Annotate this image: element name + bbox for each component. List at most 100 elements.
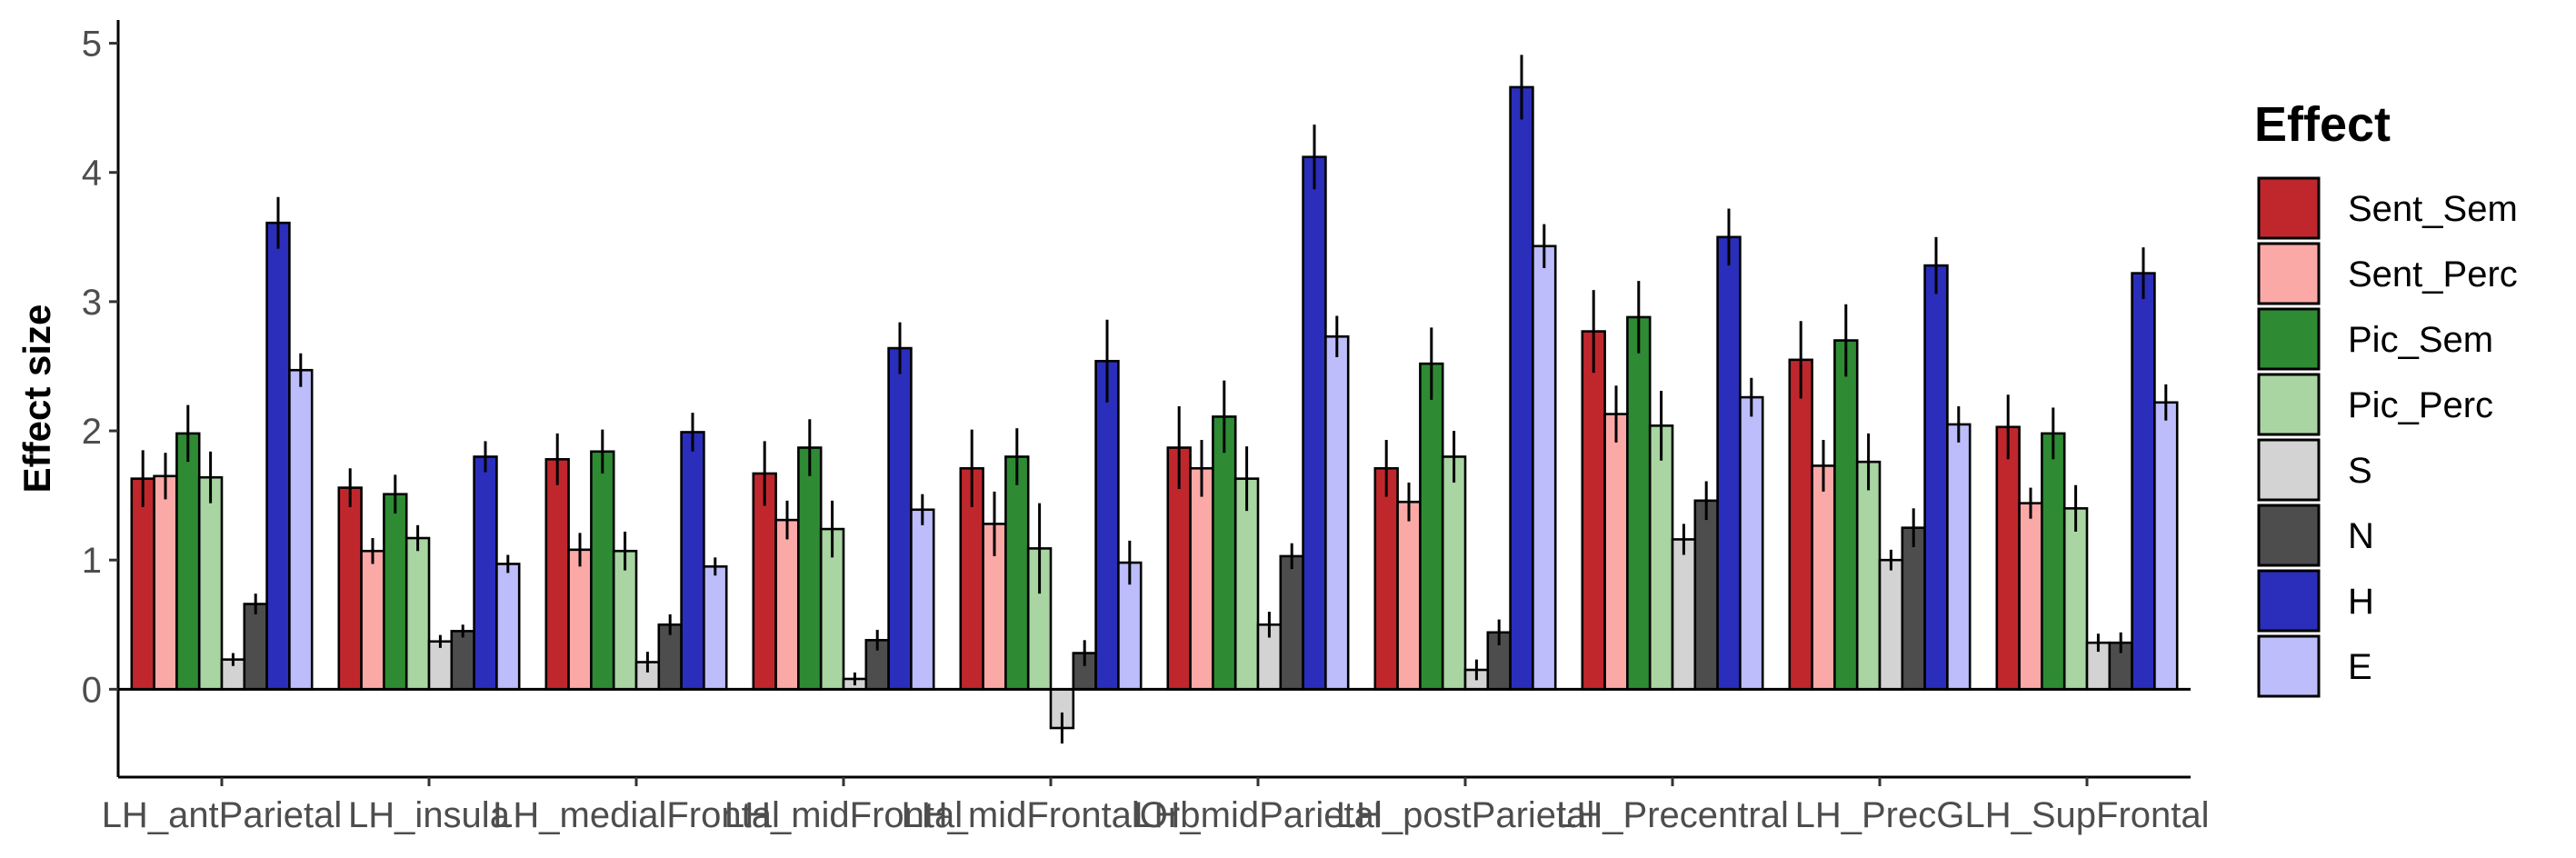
error-bars-layer	[141, 55, 2168, 744]
bar-Sent_Sem-LH_Precentral	[1581, 330, 1606, 691]
legend-label-Sent_Sem: Sent_Sem	[2348, 189, 2518, 229]
bar-Sent_Sem-LH_SupFrontal	[1995, 425, 2021, 691]
bar-Pic_Sem-LH_midFrontalOrb	[1004, 455, 1030, 691]
bar-H-LH_midParietal	[1302, 155, 1327, 691]
bar-N-LH_midParietal	[1279, 554, 1304, 691]
bar-Pic_Perc-LH_postParietal	[1441, 455, 1467, 691]
bar-Sent_Perc-LH_SupFrontal	[2018, 502, 2043, 691]
y-tick-label-4: 4	[82, 154, 102, 194]
bar-Sent_Perc-LH_PrecG	[1811, 464, 1836, 691]
legend-key-Pic_Sem	[2257, 307, 2321, 371]
x-tick-label-LH_SupFrontal: LH_SupFrontal	[1964, 795, 2209, 835]
x-tick-label-LH_postParietal: LH_postParietal	[1336, 795, 1595, 835]
bar-Pic_Perc-LH_SupFrontal	[2062, 507, 2089, 691]
bar-N-LH_PrecG	[1901, 526, 1926, 691]
legend-key-S	[2257, 438, 2321, 502]
bar-Pic_Sem-LH_PrecG	[1833, 339, 1859, 691]
bar-Pic_Sem-LH_midFrontal	[797, 446, 823, 691]
legend-key-Sent_Sem	[2257, 176, 2321, 240]
x-tick-label-LH_insula: LH_insula	[348, 795, 511, 835]
bar-N-LH_Precentral	[1693, 499, 1719, 691]
x-tick-label-LH_Precentral: LH_Precentral	[1556, 795, 1789, 835]
bar-N-LH_insula	[450, 630, 475, 691]
tick-labels-layer: 0 1 2 3 4 5 LH_antParietal LH_insulaLH_medialFr…	[82, 25, 2210, 835]
bar-E-LH_SupFrontal	[2153, 401, 2179, 691]
legend-key-H	[2257, 569, 2321, 633]
x-tick-label-LH_PrecG: LH_PrecG	[1795, 795, 1965, 835]
bar-Sent_Sem-LH_postParietal	[1373, 466, 1399, 691]
bar-E-LH_midFrontal	[910, 508, 935, 691]
bar-S-LH_Precentral	[1671, 538, 1697, 691]
bar-Sent_Perc-LH_postParietal	[1396, 500, 1422, 691]
bar-Sent_Sem-LH_insula	[337, 486, 363, 691]
bar-Pic_Perc-LH_PrecG	[1855, 460, 1882, 691]
legend-key-E	[2257, 634, 2321, 698]
bar-E-LH_Precentral	[1739, 395, 1764, 691]
bar-E-LH_PrecG	[1946, 423, 1972, 691]
x-tick-label-LH_midFrontal: LH_midFrontal	[724, 795, 963, 835]
bar-Pic_Sem-LH_midParietal	[1212, 415, 1237, 691]
bar-Sent_Perc-LH_antParietal	[153, 474, 178, 691]
legend-label-E: E	[2348, 647, 2372, 687]
legend-label-Pic_Perc: Pic_Perc	[2348, 385, 2493, 425]
bar-Sent_Sem-LH_antParietal	[130, 477, 155, 691]
x-tick-label-LH_midParietal: LH_midParietal	[1133, 795, 1382, 835]
bar-S-LH_PrecG	[1878, 558, 1904, 691]
bar-E-LH_midParietal	[1324, 334, 1350, 691]
bar-Pic_Sem-LH_antParietal	[175, 432, 201, 691]
bar-Sent_Perc-LH_midFrontal	[774, 518, 800, 691]
bar-E-LH_antParietal	[288, 368, 314, 691]
bar-Sent_Perc-LH_Precentral	[1603, 413, 1629, 691]
y-tick-label-3: 3	[82, 283, 102, 323]
legend-label-S: S	[2348, 451, 2372, 491]
bar-Sent_Sem-LH_PrecG	[1788, 358, 1813, 691]
legend-label-N: N	[2348, 516, 2374, 556]
bar-H-LH_midFrontal	[887, 346, 913, 691]
axes-layer	[109, 20, 2191, 786]
bar-E-LH_insula	[495, 563, 521, 691]
bar-H-LH_SupFrontal	[2131, 272, 2156, 691]
bar-H-LH_antParietal	[265, 221, 291, 691]
bar-Pic_Sem-LH_SupFrontal	[2041, 432, 2066, 691]
bar-H-LH_midFrontalOrb	[1094, 359, 1120, 691]
bar-E-LH_medialFrontal	[703, 564, 728, 691]
bar-H-LH_medialFrontal	[680, 431, 705, 691]
bar-Sent_Sem-LH_medialFrontal	[544, 458, 570, 691]
legend-key-Pic_Perc	[2257, 373, 2321, 436]
legend-label-Pic_Sem: Pic_Sem	[2348, 320, 2493, 360]
legend-title: Effect	[2254, 97, 2391, 152]
bars-layer	[130, 85, 2179, 730]
bar-Sent_Perc-LH_medialFrontal	[567, 548, 593, 691]
bar-Pic_Sem-LH_insula	[383, 493, 408, 691]
x-tick-label-LH_medialFrontal: LH_medialFrontal	[493, 795, 780, 835]
bar-S-LH_insula	[427, 640, 454, 691]
legend-label-H: H	[2348, 582, 2374, 622]
y-tick-label-2: 2	[82, 412, 102, 452]
y-tick-label-0: 0	[82, 670, 102, 710]
bar-Pic_Perc-LH_Precentral	[1648, 424, 1674, 691]
legend-key-N	[2257, 504, 2321, 567]
bar-Pic_Perc-LH_midFrontal	[819, 527, 845, 691]
bar-Pic_Perc-LH_antParietal	[197, 475, 224, 691]
bar-Pic_Perc-LH_medialFrontal	[612, 549, 638, 691]
legend-key-Sent_Perc	[2257, 242, 2321, 305]
bar-Sent_Sem-LH_midFrontal	[752, 472, 777, 691]
bar-H-LH_postParietal	[1509, 85, 1534, 691]
legend: Effect Sent_Sem Sent_Perc Pic_Sem Pic_Perc S…	[2254, 97, 2518, 698]
x-tick-label-LH_midFrontalOrb: LH_midFrontalOrb	[901, 795, 1200, 835]
y-axis-title: Effect size	[15, 304, 58, 494]
bar-Pic_Sem-LH_postParietal	[1419, 362, 1444, 691]
bar-H-LH_PrecG	[1923, 264, 1949, 691]
bar-N-LH_antParietal	[243, 603, 268, 691]
bar-Sent_Perc-LH_midParietal	[1189, 466, 1214, 691]
y-tick-label-1: 1	[82, 541, 102, 581]
bar-E-LH_postParietal	[1532, 244, 1557, 691]
bar-Sent_Perc-LH_insula	[360, 549, 385, 691]
bar-H-LH_Precentral	[1716, 235, 1742, 691]
bar-Pic_Sem-LH_medialFrontal	[590, 450, 615, 691]
x-tick-label-LH_antParietal: LH_antParietal	[102, 795, 343, 835]
bar-Pic_Perc-LH_insula	[404, 536, 431, 691]
bar-Pic_Sem-LH_Precentral	[1626, 315, 1652, 691]
